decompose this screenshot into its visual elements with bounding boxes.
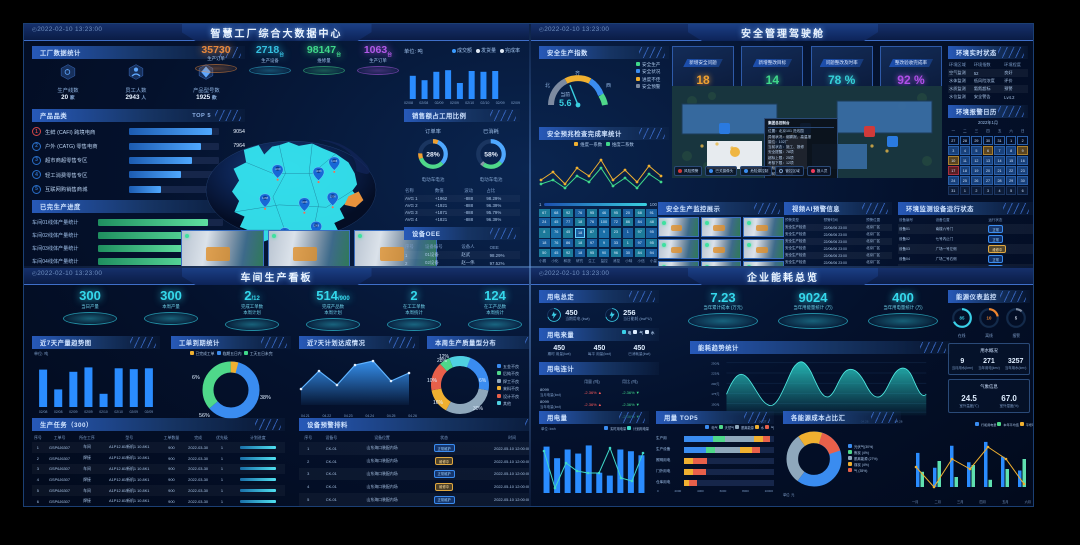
svg-text:02/09: 02/09 (130, 410, 139, 414)
svg-text:北: 北 (545, 82, 550, 89)
svg-text:175元: 175元 (711, 392, 719, 396)
svg-text:10: 10 (987, 316, 992, 321)
svg-text:28%: 28% (426, 152, 440, 159)
svg-text:西: 西 (606, 83, 611, 89)
svg-text:02/08: 02/08 (39, 410, 48, 414)
svg-text:02/10: 02/10 (99, 410, 108, 414)
svg-text:02/09: 02/09 (145, 410, 154, 414)
svg-text:6%: 6% (479, 378, 487, 384)
svg-text:10%: 10% (427, 378, 438, 384)
svg-text:58%: 58% (484, 152, 498, 159)
svg-text:12%: 12% (439, 354, 450, 360)
svg-text:02/08: 02/08 (54, 410, 63, 414)
svg-text:250元: 250元 (711, 362, 719, 366)
svg-text:5: 5 (1015, 316, 1018, 321)
svg-text:16%: 16% (433, 400, 444, 406)
svg-text:12/08: 12/08 (301, 201, 308, 204)
svg-text:85: 85 (959, 316, 964, 321)
svg-text:150元: 150元 (711, 402, 719, 406)
svg-text:02/09: 02/09 (69, 410, 78, 414)
svg-text:齐: 齐 (575, 70, 580, 77)
svg-text:200元: 200元 (711, 382, 719, 386)
svg-text:12/08: 12/08 (313, 225, 320, 228)
svg-text:12/08: 12/08 (330, 195, 337, 198)
svg-text:38%: 38% (260, 395, 271, 401)
svg-text:30%: 30% (473, 406, 484, 412)
svg-text:02/10: 02/10 (114, 410, 123, 414)
svg-text:225元: 225元 (711, 372, 719, 376)
svg-text:12/08: 12/08 (262, 197, 269, 200)
svg-text:02/09: 02/09 (84, 410, 93, 414)
svg-text:12/08: 12/08 (316, 170, 323, 173)
svg-text:12/08: 12/08 (275, 168, 282, 171)
svg-text:12/08: 12/08 (331, 160, 338, 163)
svg-text:6%: 6% (192, 375, 200, 381)
